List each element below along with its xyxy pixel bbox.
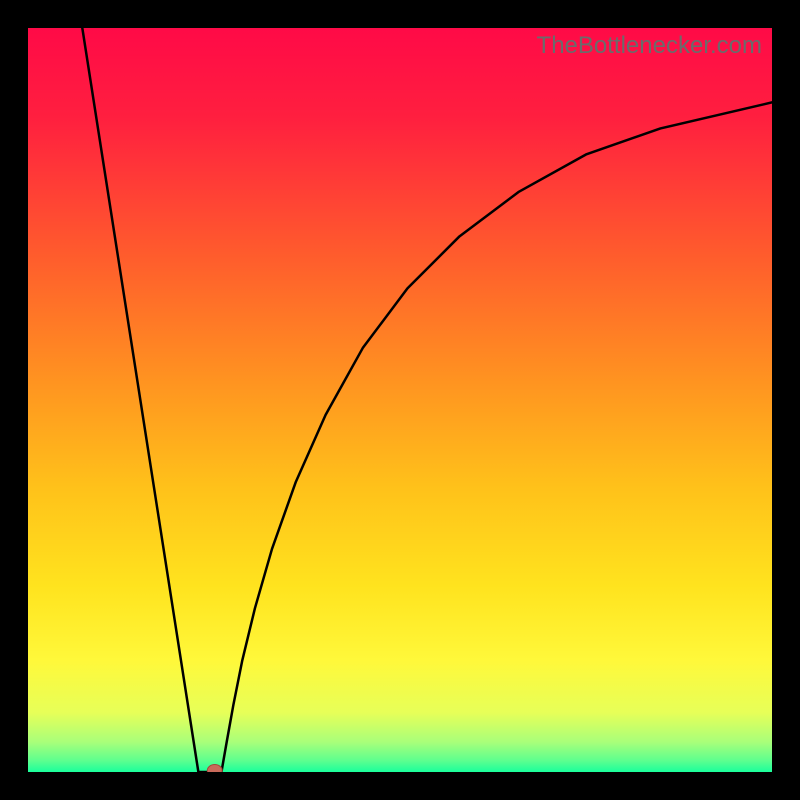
optimal-point-marker [207,765,222,772]
watermark-text: TheBottlenecker.com [537,32,762,60]
curve-layer [28,28,772,772]
plot-area [28,28,772,772]
bottleneck-curve [82,28,772,772]
chart-frame: TheBottlenecker.com [0,0,800,800]
